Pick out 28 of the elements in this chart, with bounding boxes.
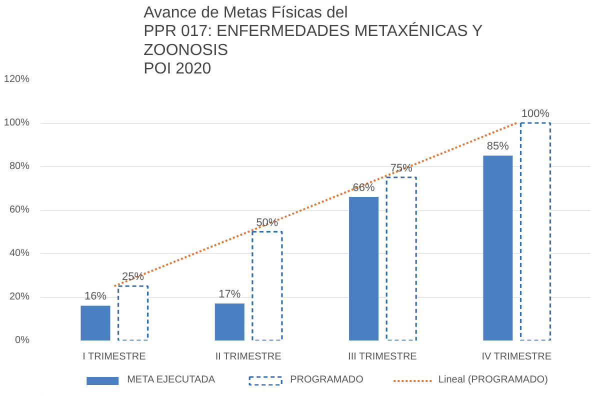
- x-tick-label: I TRIMESTRE: [82, 352, 146, 362]
- bar: [386, 176, 417, 340]
- bar: [483, 156, 513, 340]
- data-label: 85%: [486, 140, 510, 153]
- bar: [349, 196, 379, 340]
- y-tick-label: 120%: [4, 74, 30, 85]
- bar: [214, 304, 244, 340]
- y-tick-label: 20%: [9, 292, 30, 302]
- legend-label: META EJECUTADA: [127, 374, 216, 386]
- y-tick-label: 0%: [15, 335, 30, 346]
- bar: [80, 306, 110, 340]
- y-tick-label: 100%: [4, 118, 30, 128]
- data-label: 16%: [84, 290, 107, 303]
- bar: [252, 230, 283, 340]
- line-series: [113, 122, 518, 288]
- y-tick-label: 80%: [9, 161, 30, 172]
- x-tick-label: IV TRIMESTRE: [482, 352, 552, 362]
- legend-label: Lineal (PROGRAMADO): [438, 374, 548, 386]
- data-label: 17%: [218, 288, 241, 301]
- y-tick-label: 60%: [9, 204, 30, 216]
- bar: [520, 122, 552, 340]
- data-label: 100%: [521, 108, 550, 120]
- legend-label: PROGRAMADO: [290, 374, 364, 386]
- x-tick-label: II TRIMESTRE: [215, 352, 282, 362]
- bar: [118, 285, 149, 340]
- chart-title: Avance de Metas Físicas del PPR 017: ENFERMEDADES METAXÉNICAS Y ZOONOSIS POI 2020: [144, 4, 483, 78]
- y-tick-label: 40%: [9, 248, 30, 259]
- x-tick-label: III TRIMESTRE: [348, 352, 418, 362]
